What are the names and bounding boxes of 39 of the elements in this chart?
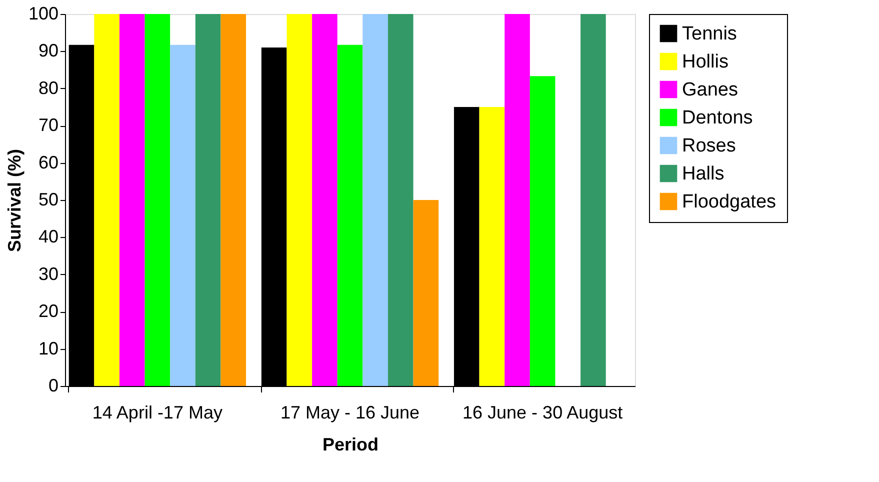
legend-label: Halls [682,164,724,184]
bar [94,14,120,386]
legend-label: Dentons [682,108,753,128]
x-tick-label: 17 May - 16 June [280,402,420,422]
y-tick-label: 80 [38,78,58,98]
bar [144,14,170,386]
y-tick-label: 70 [38,115,58,136]
legend-label: Floodgates [682,192,776,212]
bar [286,14,312,386]
legend-label: Roses [682,136,736,156]
y-tick-label: 40 [38,226,58,247]
bar [195,14,221,386]
bar [220,14,246,386]
legend-label: Hollis [682,52,728,72]
y-tick-label: 60 [38,152,58,172]
y-axis-title: Survival (%) [4,148,24,252]
bar [312,14,338,386]
bar [119,14,145,386]
x-tick-label: 14 April -17 May [92,402,222,422]
bar [362,14,388,386]
y-tick-label: 50 [38,190,58,210]
bar [580,14,606,386]
x-axis-title: Period [322,434,379,454]
y-tick-label: 20 [38,301,58,322]
bar [388,14,414,386]
bar [504,14,530,386]
y-tick-label: 30 [38,264,58,284]
x-tick-label: 16 June - 30 August [462,402,623,422]
bar [530,76,556,386]
y-tick-label: 90 [38,40,58,61]
bar [413,200,439,386]
y-tick-label: 0 [48,376,58,396]
y-tick-label: 100 [28,4,58,24]
legend-label: Ganes [682,80,738,100]
legend-label: Tennis [682,24,737,44]
bar [337,44,363,386]
bar [170,44,196,386]
bar [479,107,505,386]
y-tick-label: 10 [38,338,58,358]
